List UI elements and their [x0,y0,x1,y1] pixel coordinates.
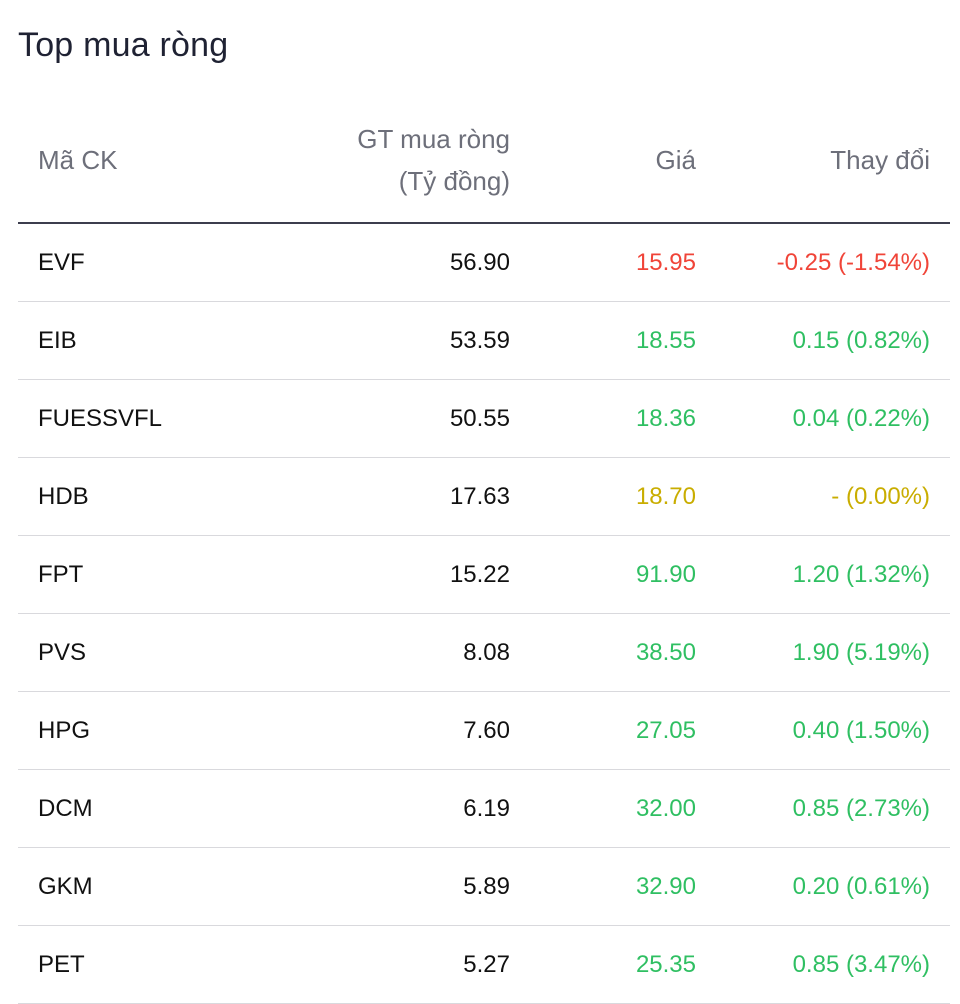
price-change: -0.25 (-1.54%) [776,249,930,276]
stock-code[interactable]: FPT [38,561,84,588]
stock-price: 32.90 [635,873,696,900]
stock-price: 27.05 [635,717,696,744]
net-buy-value: 53.59 [449,327,510,354]
net-buy-value: 8.08 [463,639,510,666]
stock-price: 18.70 [635,483,696,510]
price-change: 0.85 (3.47%) [792,951,930,978]
net-buy-value: 6.19 [463,795,510,822]
stock-code[interactable]: EIB [38,327,77,354]
price-change: 0.85 (2.73%) [792,795,930,822]
net-buy-table: Mã CK GT mua ròng (Tỷ đồng) Giá Thay đổi… [18,108,950,1004]
table-row[interactable]: EIB 53.59 18.55 0.15 (0.82%) [18,302,950,380]
stock-price: 18.36 [635,405,696,432]
stock-price: 38.50 [635,639,696,666]
stock-code[interactable]: PET [38,951,85,978]
stock-code[interactable]: FUESSVFL [38,405,163,432]
table-row[interactable]: EVF 56.90 15.95 -0.25 (-1.54%) [18,224,950,302]
price-change: 0.04 (0.22%) [792,405,930,432]
stock-price: 25.35 [635,951,696,978]
table-header: Mã CK GT mua ròng (Tỷ đồng) Giá Thay đổi [18,108,950,224]
stock-price: 91.90 [635,561,696,588]
column-header-net-buy-value-line1: GT mua ròng [357,124,510,154]
table-row[interactable]: DCM 6.19 32.00 0.85 (2.73%) [18,770,950,848]
net-buy-value: 5.89 [463,873,510,900]
stock-code[interactable]: GKM [38,873,93,900]
table-row[interactable]: HPG 7.60 27.05 0.40 (1.50%) [18,692,950,770]
net-buy-value: 15.22 [449,561,510,588]
stock-code[interactable]: DCM [38,795,93,822]
stock-price: 18.55 [635,327,696,354]
net-buy-value: 17.63 [449,483,510,510]
column-header-net-buy-value-line2: (Tỷ đồng) [398,166,510,196]
price-change: 1.20 (1.32%) [792,561,930,588]
column-header-code[interactable]: Mã CK [38,145,118,175]
table-row[interactable]: GKM 5.89 32.90 0.20 (0.61%) [18,848,950,926]
price-change: - (0.00%) [831,483,930,510]
table-row[interactable]: PVS 8.08 38.50 1.90 (5.19%) [18,614,950,692]
table-body: EVF 56.90 15.95 -0.25 (-1.54%) EIB 53.59 18.55… [18,224,950,1004]
table-row[interactable]: PET 5.27 25.35 0.85 (3.47%) [18,926,950,1004]
net-buy-value: 50.55 [449,405,510,432]
column-header-change[interactable]: Thay đổi [830,145,930,175]
table-row[interactable]: FPT 15.22 91.90 1.20 (1.32%) [18,536,950,614]
price-change: 0.40 (1.50%) [792,717,930,744]
stock-code[interactable]: EVF [38,249,85,276]
widget-title: Top mua ròng [18,26,229,64]
stock-code[interactable]: HPG [38,717,91,744]
stock-code[interactable]: PVS [38,639,87,666]
price-change: 1.90 (5.19%) [792,639,930,666]
net-buy-value: 7.60 [463,717,510,744]
table-row[interactable]: FUESSVFL 50.55 18.36 0.04 (0.22%) [18,380,950,458]
stock-price: 32.00 [635,795,696,822]
net-buy-value: 56.90 [449,249,510,276]
stock-code[interactable]: HDB [38,483,89,510]
stock-price: 15.95 [635,249,696,276]
column-header-net-buy-value[interactable]: GT mua ròng (Tỷ đồng) [357,118,510,202]
column-header-price[interactable]: Giá [655,145,696,175]
price-change: 0.15 (0.82%) [792,327,930,354]
net-buy-value: 5.27 [463,951,510,978]
price-change: 0.20 (0.61%) [792,873,930,900]
table-row[interactable]: HDB 17.63 18.70 - (0.00%) [18,458,950,536]
